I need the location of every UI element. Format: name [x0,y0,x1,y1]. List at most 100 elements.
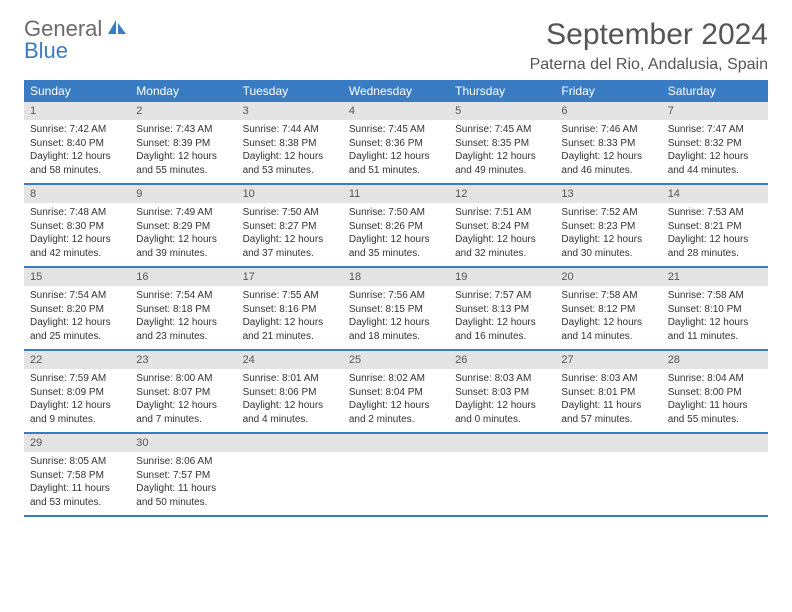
day-detail-line: Daylight: 12 hours [455,233,549,247]
day-number: 15 [24,268,130,286]
day-details: Sunrise: 7:44 AMSunset: 8:38 PMDaylight:… [237,123,343,177]
day-detail-line: and 0 minutes. [455,413,549,427]
day-details: Sunrise: 8:03 AMSunset: 8:03 PMDaylight:… [449,372,555,426]
day-detail-line: Sunset: 8:26 PM [349,220,443,234]
day-detail-line: and 51 minutes. [349,164,443,178]
day-details: Sunrise: 8:04 AMSunset: 8:00 PMDaylight:… [662,372,768,426]
day-details: Sunrise: 8:03 AMSunset: 8:01 PMDaylight:… [555,372,661,426]
day-detail-line: Sunrise: 8:05 AM [30,455,124,469]
day-detail-line: Sunset: 7:57 PM [136,469,230,483]
day-detail-line: and 7 minutes. [136,413,230,427]
day-cell: 15Sunrise: 7:54 AMSunset: 8:20 PMDayligh… [24,268,130,349]
day-details: Sunrise: 8:00 AMSunset: 8:07 PMDaylight:… [130,372,236,426]
day-detail-line: Sunrise: 7:45 AM [349,123,443,137]
day-detail-line: Sunrise: 7:56 AM [349,289,443,303]
week-row: 8Sunrise: 7:48 AMSunset: 8:30 PMDaylight… [24,185,768,268]
day-cell: 6Sunrise: 7:46 AMSunset: 8:33 PMDaylight… [555,102,661,183]
day-detail-line: and 14 minutes. [561,330,655,344]
day-detail-line: Sunrise: 7:51 AM [455,206,549,220]
header: General Blue September 2024 Paterna del … [24,18,768,74]
day-cell: 4Sunrise: 7:45 AMSunset: 8:36 PMDaylight… [343,102,449,183]
day-cell: 29Sunrise: 8:05 AMSunset: 7:58 PMDayligh… [24,434,130,515]
day-detail-line: Daylight: 12 hours [30,150,124,164]
day-number: 10 [237,185,343,203]
day-detail-line: Sunrise: 7:52 AM [561,206,655,220]
day-cell: 16 Sunrise: 7:54 AMSunset: 8:18 PMDayligh… [130,268,236,349]
day-cell: 10 Sunrise: 7:50 AMSunset: 8:27 PMDayligh… [237,185,343,266]
day-detail-line: Sunrise: 7:48 AM [30,206,124,220]
day-details: Sunrise: 7:51 AMSunset: 8:24 PMDaylight:… [449,206,555,260]
day-number: 16 [130,268,236,286]
day-detail-line: Sunrise: 7:49 AM [136,206,230,220]
day-detail-line: Sunset: 8:23 PM [561,220,655,234]
calendar: SundayMondayTuesdayWednesdayThursdayFrid… [24,80,768,517]
day-number: 28 [662,351,768,369]
day-details: Sunrise: 7:52 AMSunset: 8:23 PMDaylight:… [555,206,661,260]
day-detail-line: Sunset: 8:12 PM [561,303,655,317]
day-detail-line: Sunrise: 7:46 AM [561,123,655,137]
day-number: 19 [449,268,555,286]
day-cell: 18Sunrise: 7:56 AMSunset: 8:15 PMDayligh… [343,268,449,349]
day-detail-line: and 50 minutes. [136,496,230,510]
day-details: Sunrise: 7:47 AMSunset: 8:32 PMDaylight:… [662,123,768,177]
logo-text-2: Blue [24,40,128,62]
day-details: Sunrise: 8:01 AMSunset: 8:06 PMDaylight:… [237,372,343,426]
day-number: 17 [237,268,343,286]
day-cell: 12Sunrise: 7:51 AMSunset: 8:24 PMDayligh… [449,185,555,266]
day-details: Sunrise: 7:56 AMSunset: 8:15 PMDaylight:… [343,289,449,343]
weekday-label: Monday [130,80,236,102]
day-number-empty [237,434,343,452]
day-number: 14 [662,185,768,203]
day-detail-line: Sunrise: 7:42 AM [30,123,124,137]
day-number: 13 [555,185,661,203]
day-detail-line: Daylight: 12 hours [668,233,762,247]
day-detail-line: Daylight: 12 hours [243,233,337,247]
day-detail-line: Sunrise: 7:50 AM [243,206,337,220]
day-detail-line: Sunrise: 8:02 AM [349,372,443,386]
week-row: 29Sunrise: 8:05 AMSunset: 7:58 PMDayligh… [24,434,768,517]
weekday-label: Thursday [449,80,555,102]
day-detail-line: Sunset: 8:21 PM [668,220,762,234]
day-detail-line: Sunrise: 7:57 AM [455,289,549,303]
day-number: 29 [24,434,130,452]
day-detail-line: and 9 minutes. [30,413,124,427]
day-detail-line: and 25 minutes. [30,330,124,344]
day-number: 22 [24,351,130,369]
day-details: Sunrise: 7:54 AMSunset: 8:18 PMDaylight:… [130,289,236,343]
day-detail-line: and 28 minutes. [668,247,762,261]
day-detail-line: Sunset: 8:03 PM [455,386,549,400]
day-details: Sunrise: 7:50 AMSunset: 8:27 PMDaylight:… [237,206,343,260]
weekday-header-row: SundayMondayTuesdayWednesdayThursdayFrid… [24,80,768,102]
sail-icon [106,18,128,40]
day-cell: 7 Sunrise: 7:47 AMSunset: 8:32 PMDaylight… [662,102,768,183]
day-cell: 25Sunrise: 8:02 AMSunset: 8:04 PMDayligh… [343,351,449,432]
day-detail-line: and 53 minutes. [30,496,124,510]
day-detail-line: and 46 minutes. [561,164,655,178]
day-cell-empty [343,434,449,515]
day-detail-line: Sunset: 8:13 PM [455,303,549,317]
day-cell: 19Sunrise: 7:57 AMSunset: 8:13 PMDayligh… [449,268,555,349]
weekday-label: Friday [555,80,661,102]
day-details: Sunrise: 7:45 AMSunset: 8:36 PMDaylight:… [343,123,449,177]
day-number: 8 [24,185,130,203]
weekday-label: Saturday [662,80,768,102]
day-number: 5 [449,102,555,120]
week-row: 22Sunrise: 7:59 AMSunset: 8:09 PMDayligh… [24,351,768,434]
day-cell: 23Sunrise: 8:00 AMSunset: 8:07 PMDayligh… [130,351,236,432]
day-detail-line: Sunrise: 7:44 AM [243,123,337,137]
day-detail-line: Sunrise: 7:58 AM [668,289,762,303]
day-detail-line: Sunset: 7:58 PM [30,469,124,483]
day-details: Sunrise: 7:50 AMSunset: 8:26 PMDaylight:… [343,206,449,260]
day-detail-line: and 35 minutes. [349,247,443,261]
day-details: Sunrise: 7:46 AMSunset: 8:33 PMDaylight:… [555,123,661,177]
day-details: Sunrise: 7:53 AMSunset: 8:21 PMDaylight:… [662,206,768,260]
day-detail-line: Sunrise: 7:55 AM [243,289,337,303]
day-cell: 21Sunrise: 7:58 AMSunset: 8:10 PMDayligh… [662,268,768,349]
day-detail-line: and 21 minutes. [243,330,337,344]
day-detail-line: and 2 minutes. [349,413,443,427]
day-detail-line: Daylight: 12 hours [455,150,549,164]
day-number: 20 [555,268,661,286]
weekday-label: Sunday [24,80,130,102]
weekday-label: Tuesday [237,80,343,102]
day-number: 7 [662,102,768,120]
